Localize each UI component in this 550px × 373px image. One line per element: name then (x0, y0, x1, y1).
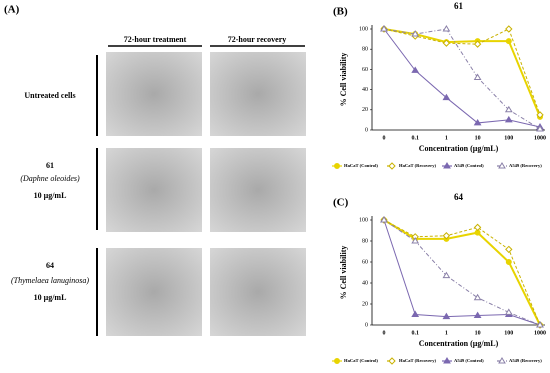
marker (536, 321, 544, 328)
marker (473, 293, 482, 301)
marker (536, 125, 544, 132)
marker (473, 118, 482, 126)
marker (505, 38, 512, 45)
legend-label: HaCaT (Recovery) (399, 358, 437, 363)
column-header: 72-hour treatment (124, 35, 187, 44)
micrographs (106, 52, 306, 336)
row-label: 64 (46, 261, 54, 270)
series-line (383, 219, 541, 326)
marker (380, 216, 388, 223)
y-tick-label: 80 (362, 47, 368, 53)
column-header: 72-hour recovery (228, 35, 287, 44)
marker (536, 111, 544, 119)
y-tick-label: 100 (359, 26, 368, 32)
legend-label: HaCaT (Control) (344, 358, 378, 363)
marker (442, 271, 451, 279)
x-tick-label: 10 (475, 330, 481, 336)
y-tick-label: 80 (362, 238, 368, 244)
marker (411, 237, 420, 244)
marker (473, 40, 482, 48)
x-tick-label: 0.1 (411, 135, 419, 141)
marker (473, 223, 482, 232)
marker (504, 308, 513, 315)
y-tick-label: 0 (365, 322, 368, 328)
y-tick-label: 100 (359, 217, 368, 223)
legend-label: A549 (Control) (454, 358, 484, 363)
x-tick-label: 100 (504, 135, 513, 141)
chart-title: 64 (454, 192, 464, 202)
y-axis-label: % Cell viability (339, 246, 348, 300)
marker (334, 163, 340, 169)
y-tick-label: 20 (362, 107, 368, 113)
x-tick-label: 1000 (534, 330, 546, 336)
marker (442, 39, 451, 47)
marker (504, 115, 513, 123)
chart-title: 61 (454, 1, 464, 11)
species: (Thymelaea lanuginosa) (11, 276, 89, 285)
x-tick-label: 0.1 (411, 330, 419, 336)
series-line (383, 28, 541, 128)
marker (442, 232, 451, 240)
marker (442, 25, 451, 32)
y-tick-label: 60 (362, 67, 368, 73)
x-tick-label: 1000 (534, 135, 546, 141)
legend-label: A549 (Control) (454, 163, 484, 168)
legend-label: A549 (Recovery) (509, 358, 542, 363)
series-line (383, 219, 541, 326)
series-line (383, 219, 541, 326)
marker (411, 66, 420, 73)
legend-label: HaCaT (Recovery) (399, 163, 437, 168)
dose: 10 µg/mL (34, 293, 67, 302)
marker (334, 358, 340, 364)
marker (498, 162, 506, 169)
marker (505, 245, 513, 254)
marker (505, 259, 512, 265)
y-axis-label: % Cell viability (339, 53, 348, 107)
x-tick-label: 1 (445, 330, 448, 336)
dose: 10 µg/mL (34, 191, 67, 200)
marker (498, 357, 506, 364)
y-tick-label: 40 (362, 280, 368, 286)
legend-label: HaCaT (Control) (344, 163, 378, 168)
x-tick-label: 10 (475, 135, 481, 141)
marker (473, 73, 482, 80)
row-label: Untreated cells (24, 91, 75, 100)
series-line (383, 219, 541, 326)
marker (388, 357, 396, 365)
row-label: 61 (46, 161, 54, 170)
marker (380, 25, 388, 32)
series-line (383, 28, 541, 130)
panel-label: (B) (333, 6, 348, 18)
marker (442, 93, 451, 101)
marker (388, 162, 396, 170)
x-axis-label: Concentration (µg/mL) (419, 339, 499, 348)
marker (473, 311, 482, 319)
marker (443, 357, 451, 364)
x-tick-label: 100 (504, 330, 513, 336)
y-tick-label: 20 (362, 301, 368, 307)
legend-label: A549 (Recovery) (509, 163, 542, 168)
marker (504, 105, 513, 113)
panel-label: (A) (4, 4, 20, 16)
x-tick-label: 0 (383, 135, 386, 141)
y-tick-label: 40 (362, 87, 368, 93)
series-line (383, 28, 541, 116)
marker (411, 30, 420, 37)
marker (411, 310, 420, 317)
marker (505, 25, 513, 33)
marker (443, 162, 451, 169)
panel-label: (C) (333, 197, 349, 209)
y-tick-label: 0 (365, 127, 368, 133)
marker (442, 312, 451, 320)
series-line (383, 28, 541, 118)
x-tick-label: 1 (445, 135, 448, 141)
y-tick-label: 60 (362, 259, 368, 265)
x-tick-label: 0 (383, 330, 386, 336)
x-axis-label: Concentration (µg/mL) (419, 144, 499, 153)
species: (Daphne oleoides) (20, 174, 80, 183)
